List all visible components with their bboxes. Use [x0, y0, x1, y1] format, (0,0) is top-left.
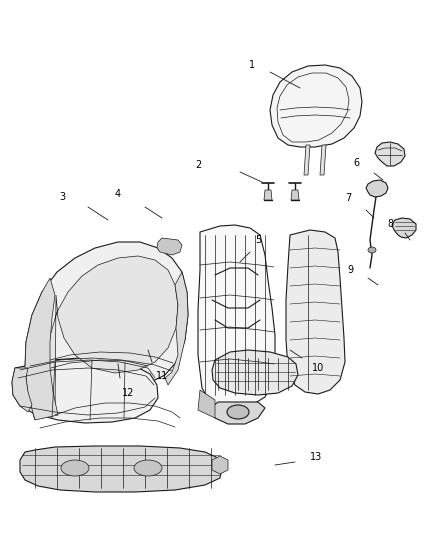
- Polygon shape: [291, 190, 299, 200]
- Polygon shape: [198, 390, 215, 418]
- Polygon shape: [320, 145, 326, 175]
- Ellipse shape: [134, 460, 162, 476]
- Text: 5: 5: [255, 235, 261, 245]
- Polygon shape: [286, 230, 345, 394]
- Polygon shape: [375, 142, 405, 166]
- Text: 7: 7: [345, 193, 351, 203]
- Polygon shape: [25, 242, 188, 420]
- Ellipse shape: [61, 460, 89, 476]
- Polygon shape: [20, 446, 222, 492]
- Text: 12: 12: [122, 388, 134, 398]
- Text: 4: 4: [115, 189, 121, 199]
- Polygon shape: [12, 358, 158, 423]
- Polygon shape: [264, 190, 272, 200]
- Polygon shape: [304, 145, 310, 175]
- Text: 8: 8: [387, 219, 393, 229]
- Polygon shape: [270, 65, 362, 147]
- Polygon shape: [392, 218, 416, 238]
- Polygon shape: [12, 368, 32, 412]
- Polygon shape: [25, 278, 58, 420]
- Text: 11: 11: [156, 371, 168, 381]
- Text: 10: 10: [312, 363, 324, 373]
- Text: 2: 2: [195, 160, 201, 170]
- Text: 1: 1: [249, 60, 255, 70]
- Ellipse shape: [368, 247, 376, 253]
- Polygon shape: [198, 225, 275, 408]
- Text: 3: 3: [59, 192, 65, 202]
- Text: 9: 9: [347, 265, 353, 275]
- Polygon shape: [157, 238, 182, 255]
- Polygon shape: [366, 180, 388, 197]
- Text: 13: 13: [310, 452, 322, 462]
- Polygon shape: [48, 256, 178, 415]
- Polygon shape: [212, 456, 228, 474]
- Polygon shape: [165, 272, 188, 385]
- Text: 6: 6: [353, 158, 359, 168]
- Ellipse shape: [227, 405, 249, 419]
- Polygon shape: [210, 402, 265, 424]
- Polygon shape: [212, 350, 298, 395]
